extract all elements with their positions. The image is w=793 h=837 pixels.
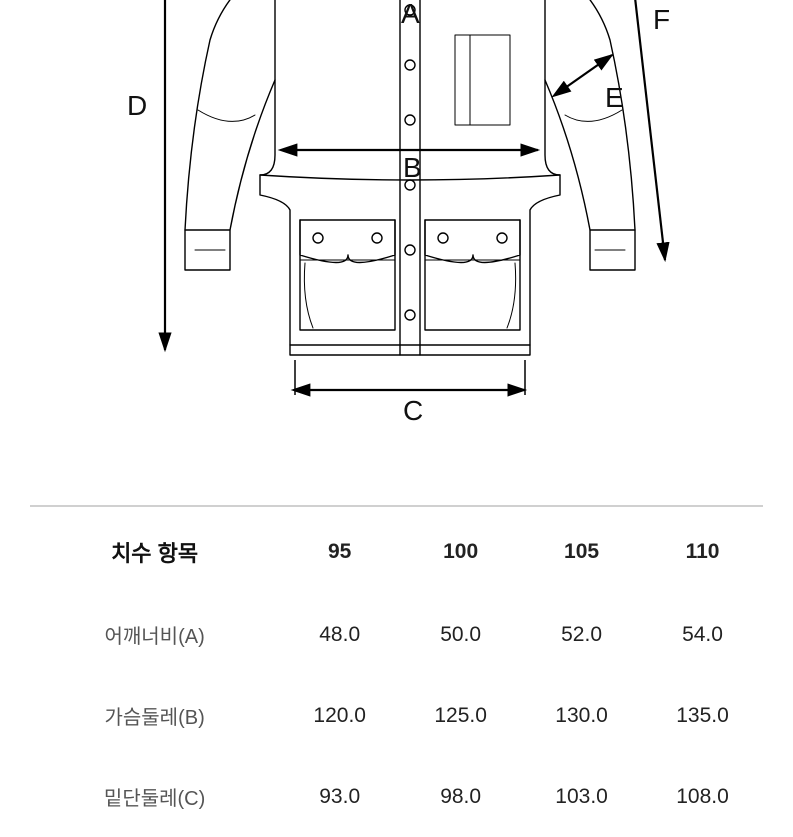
row-label: 밑단둘레(C): [30, 756, 279, 837]
cell: 125.0: [400, 675, 521, 756]
jacket-svg: [0, 0, 793, 470]
table-body: 어깨너비(A) 48.0 50.0 52.0 54.0 가슴둘레(B) 120.…: [30, 594, 763, 837]
table-row: 밑단둘레(C) 93.0 98.0 103.0 108.0: [30, 756, 763, 837]
dim-label-e: E: [605, 82, 624, 114]
cell: 50.0: [400, 594, 521, 675]
header-measure-label: 치수 항목: [30, 510, 279, 594]
table-row: 어깨너비(A) 48.0 50.0 52.0 54.0: [30, 594, 763, 675]
header-size-1: 100: [400, 510, 521, 594]
cell: 48.0: [279, 594, 400, 675]
cell: 130.0: [521, 675, 642, 756]
row-label: 가슴둘레(B): [30, 675, 279, 756]
cell: 135.0: [642, 675, 763, 756]
row-label: 어깨너비(A): [30, 594, 279, 675]
table-row: 가슴둘레(B) 120.0 125.0 130.0 135.0: [30, 675, 763, 756]
cell: 98.0: [400, 756, 521, 837]
size-table-el: 치수 항목 95 100 105 110 어깨너비(A) 48.0 50.0 5…: [30, 510, 763, 837]
cell: 93.0: [279, 756, 400, 837]
cell: 54.0: [642, 594, 763, 675]
table-header-row: 치수 항목 95 100 105 110: [30, 510, 763, 594]
header-size-3: 110: [642, 510, 763, 594]
cell: 103.0: [521, 756, 642, 837]
dim-label-c: C: [403, 395, 423, 427]
dim-label-b: B: [403, 152, 422, 184]
dim-label-a: A: [401, 0, 420, 30]
cell: 52.0: [521, 594, 642, 675]
cell: 120.0: [279, 675, 400, 756]
jacket-diagram: A B C D E F: [0, 0, 793, 470]
header-size-0: 95: [279, 510, 400, 594]
table-top-divider: [30, 505, 763, 507]
header-size-2: 105: [521, 510, 642, 594]
size-table: 치수 항목 95 100 105 110 어깨너비(A) 48.0 50.0 5…: [30, 510, 763, 837]
cell: 108.0: [642, 756, 763, 837]
dim-label-f: F: [653, 4, 670, 36]
dim-label-d: D: [127, 90, 147, 122]
